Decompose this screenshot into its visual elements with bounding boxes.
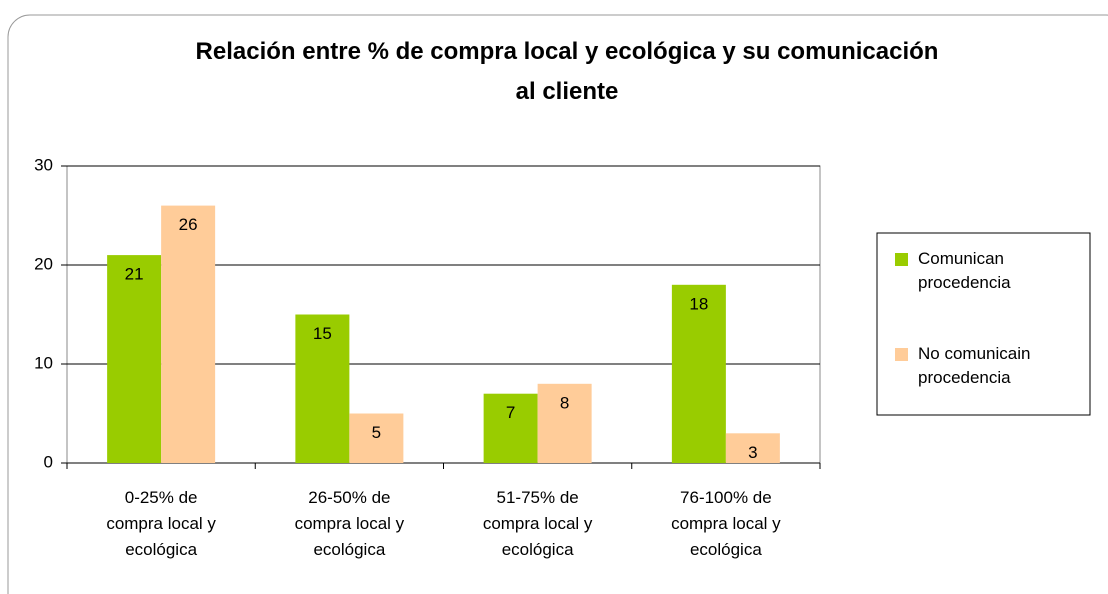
legend-box — [876, 232, 1091, 416]
data-label: 15 — [313, 324, 332, 343]
bar — [295, 314, 350, 463]
x-tick-label-line: compra local y — [106, 514, 216, 533]
legend-swatch — [895, 253, 908, 266]
data-label: 7 — [506, 403, 515, 422]
legend-label: No comunicain procedencia — [918, 344, 1031, 387]
y-tick-label: 10 — [34, 353, 53, 372]
x-tick-label-line: ecológica — [502, 540, 574, 559]
bar — [483, 393, 538, 463]
bar — [671, 284, 726, 463]
x-tick-label-line: compra local y — [671, 514, 781, 533]
bar — [107, 255, 162, 463]
x-tick-label-line: 51-75% de — [497, 488, 579, 507]
y-tick-label: 30 — [34, 155, 53, 174]
x-tick-label-line: compra local y — [483, 514, 593, 533]
chart-title: Relación entre % de compra local y ecoló… — [195, 38, 939, 105]
y-tick-label: 20 — [34, 254, 53, 273]
bar — [725, 433, 780, 463]
x-tick-label: 26-50% de compra local y ecológica — [295, 488, 405, 559]
x-tick-label-line: 0-25% de — [125, 488, 198, 507]
bar — [161, 205, 216, 463]
y-tick-label: 0 — [44, 452, 53, 471]
x-tick-label-line: ecológica — [313, 540, 385, 559]
x-tick-label-line: compra local y — [295, 514, 405, 533]
chart-frame — [7, 14, 1108, 594]
data-label: 18 — [689, 294, 708, 313]
x-tick-label-line: ecológica — [690, 540, 762, 559]
data-label: 5 — [372, 423, 381, 442]
data-label: 3 — [748, 443, 757, 462]
x-tick-label-line: 26-50% de — [308, 488, 390, 507]
x-tick-label-line: ecológica — [125, 540, 197, 559]
data-label: 21 — [125, 265, 144, 284]
x-tick-label: 76-100% de compra local y ecológica — [671, 488, 781, 559]
data-label: 26 — [179, 215, 198, 234]
bar — [537, 383, 592, 463]
legend-label: Comunican procedencia — [918, 249, 1011, 292]
legend-swatch — [895, 348, 908, 361]
bar — [349, 413, 404, 463]
x-tick-label-line: 76-100% de — [680, 488, 772, 507]
x-tick-label: 0-25% de compra local y ecológica — [106, 488, 216, 559]
data-label: 8 — [560, 393, 569, 412]
x-tick-label: 51-75% de compra local y ecológica — [483, 488, 593, 559]
